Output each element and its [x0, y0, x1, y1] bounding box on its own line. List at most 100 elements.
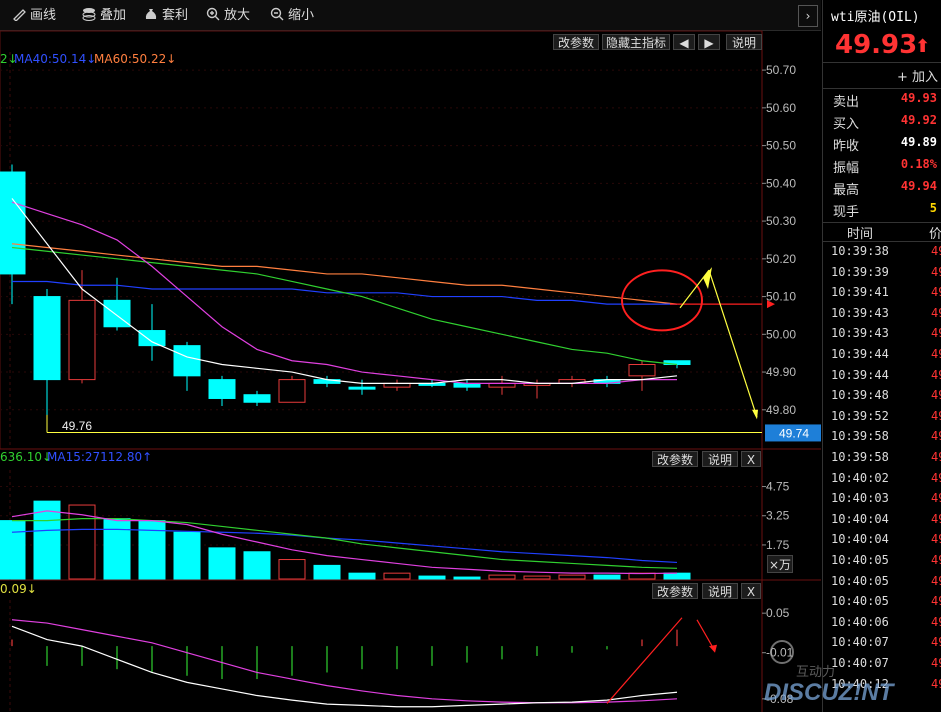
- y-tick-label: 4.75: [766, 480, 790, 494]
- divider: [823, 62, 941, 63]
- arrow-right-icon: ▶: [704, 36, 714, 50]
- volume-bar: [383, 572, 411, 580]
- tick-time: 10:40:12: [831, 676, 889, 691]
- overlay-button[interactable]: 叠加: [82, 7, 126, 25]
- hide-main-indicator-button[interactable]: 隐藏主指标: [602, 34, 670, 50]
- overlay-label: 叠加: [100, 8, 127, 23]
- watermark-subtext: 互动力: [796, 664, 835, 679]
- y-tick-label: 50.60: [766, 101, 796, 115]
- volume-close-button[interactable]: X: [741, 451, 761, 467]
- quote-label: 卖出: [833, 95, 860, 110]
- main-legend-ma-a: 2↓: [0, 52, 18, 66]
- annotation-circle: [621, 269, 703, 332]
- tick-time: 10:39:43: [831, 326, 889, 341]
- main-params-button[interactable]: 改参数: [553, 34, 599, 50]
- quote-value: 49.89: [900, 135, 937, 149]
- collapse-panel-button[interactable]: ›: [798, 5, 818, 27]
- volume-params-button[interactable]: 改参数: [652, 451, 698, 467]
- volume-help-button[interactable]: 说明: [702, 451, 738, 467]
- quote-row: 昨收 49.89: [831, 135, 941, 157]
- tick-time: 10:39:38: [831, 244, 889, 258]
- tick-row: 10:39:52 49: [831, 408, 941, 429]
- quote-row: 买入 49.92: [831, 113, 941, 135]
- scroll-right-button[interactable]: ▶: [698, 34, 720, 50]
- y-tick-label: 50.50: [766, 139, 796, 153]
- tick-price: 49: [931, 532, 941, 547]
- arbitrage-button[interactable]: 套利: [144, 7, 188, 25]
- add-watchlist-button[interactable]: + 加入: [896, 70, 938, 85]
- ma-white-line: [11, 198, 678, 384]
- y-tick-label: 50.30: [766, 214, 796, 228]
- tick-time: 10:39:39: [831, 264, 889, 279]
- instrument-title: wti原油(OIL): [831, 10, 920, 25]
- tick-price: 49: [931, 491, 941, 506]
- volume-bar: [208, 547, 236, 580]
- quote-label: 现手: [833, 205, 860, 220]
- tick-price: 49: [931, 573, 941, 588]
- ma60-line: [11, 243, 678, 305]
- quote-row: 最高 49.94: [831, 179, 941, 201]
- volume-unit-badge: ×万: [767, 555, 793, 573]
- tick-price: 49: [931, 305, 941, 320]
- tick-row: 10:39:58 49: [831, 429, 941, 449]
- volume-bar: [243, 551, 271, 580]
- tick-time: 10:39:58: [831, 450, 889, 464]
- tick-row: 10:40:07 49: [831, 635, 941, 655]
- tick-row: 10:40:05 49: [831, 594, 941, 614]
- tick-price: 49: [931, 635, 941, 650]
- annotation-yellow-arrowhead: [703, 267, 712, 290]
- tick-header: 时间 价: [823, 223, 941, 242]
- zoom-in-button[interactable]: 放大: [206, 7, 250, 25]
- tick-time: 10:40:04: [831, 532, 889, 547]
- y-tick-label: 50.20: [766, 252, 796, 266]
- tick-price: 49: [931, 408, 941, 423]
- tick-price: 49: [931, 347, 941, 361]
- tick-row: 10:39:58 49: [831, 450, 941, 470]
- macd-close-button[interactable]: X: [741, 583, 761, 599]
- y-tick-label: 50.10: [766, 290, 796, 304]
- volume-bar: [33, 500, 61, 580]
- macd-params-button[interactable]: 改参数: [652, 583, 698, 599]
- volume-bar: [138, 520, 166, 580]
- tick-time: 10:40:05: [831, 573, 889, 588]
- candle-body: [278, 379, 306, 403]
- quote-value: 49.92: [900, 113, 937, 127]
- main-legend-ma40: MA40:50.14↓: [14, 52, 97, 66]
- watermark-logo: 互动力 DISCUZ!NT: [764, 640, 896, 706]
- close-icon: X: [746, 585, 756, 599]
- tick-price: 49: [931, 511, 941, 526]
- quote-value: 5: [929, 201, 937, 215]
- quote-label: 最高: [833, 183, 860, 198]
- quote-sidebar: wti原油(OIL) 49.93 ⬆ + 加入 卖出 49.93 买入 49.92 昨收…: [822, 0, 941, 712]
- tick-time: 10:39:44: [831, 367, 889, 382]
- moneybag-icon: [144, 7, 158, 21]
- tick-time: 10:39:41: [831, 285, 889, 300]
- volume-bar: [488, 574, 516, 580]
- tick-time: 10:39:52: [831, 408, 889, 423]
- tick-row: 10:39:41 49: [831, 285, 941, 305]
- tick-time: 10:40:02: [831, 470, 889, 485]
- scroll-left-button[interactable]: ◀: [673, 34, 695, 50]
- close-icon: X: [746, 453, 756, 467]
- price-tag-label: 49.74: [779, 426, 809, 440]
- zoom-out-button[interactable]: 缩小: [270, 7, 314, 25]
- annotation-red-arrowhead: [767, 300, 775, 309]
- volume-bar: [0, 520, 26, 580]
- candle-body: [0, 171, 26, 275]
- annotation-yellow-arrowhead: [752, 409, 758, 420]
- tick-time: 10:40:05: [831, 553, 889, 567]
- tick-row: 10:40:07 49: [831, 656, 941, 676]
- tick-row: 10:40:04 49: [831, 532, 941, 552]
- chart-canvas: 50.70 50.60 50.50 50.40 50.30 50.20 50.10 50.00…: [0, 30, 821, 712]
- macd-legend-value: 0.09↓: [0, 582, 37, 596]
- main-help-button[interactable]: 说明: [726, 34, 762, 50]
- tick-row: 10:39:44 49: [831, 347, 941, 367]
- macd-help-button[interactable]: 说明: [702, 583, 738, 599]
- volume-bar: [348, 572, 376, 580]
- tick-row: 10:40:06 49: [831, 615, 941, 635]
- tick-row: 10:40:05 49: [831, 553, 941, 573]
- candle-body: [208, 379, 236, 399]
- volume-ma-magenta-line: [11, 510, 678, 575]
- draw-line-button[interactable]: 画线: [12, 7, 56, 25]
- annotation-red-line: [696, 619, 715, 650]
